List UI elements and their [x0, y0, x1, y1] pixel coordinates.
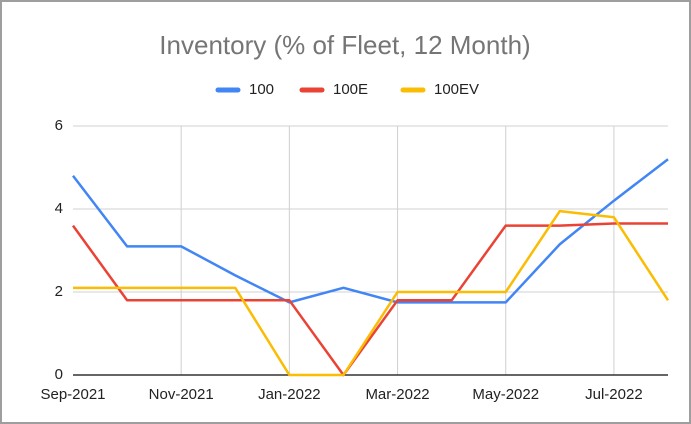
series-line: [71, 222, 668, 377]
series-line: [73, 209, 670, 377]
x-tick-label: Sep-2021: [40, 386, 105, 403]
series-line: [72, 158, 669, 304]
legend-label: 100E: [333, 81, 368, 98]
y-tick-label: 6: [55, 117, 63, 134]
legend-label: 100EV: [434, 81, 479, 98]
legend-label: 100: [249, 81, 274, 98]
x-tick-label: Mar-2022: [365, 386, 429, 403]
x-tick-label: Jan-2022: [258, 386, 321, 403]
chart-title: Inventory (% of Fleet, 12 Month): [159, 30, 530, 60]
x-tick-label: Nov-2021: [149, 386, 214, 403]
y-tick-label: 2: [55, 283, 63, 300]
y-tick-label: 4: [55, 200, 63, 217]
x-tick-label: May-2022: [472, 386, 539, 403]
y-tick-label: 0: [55, 366, 63, 383]
x-tick-label: Jul-2022: [585, 386, 643, 403]
